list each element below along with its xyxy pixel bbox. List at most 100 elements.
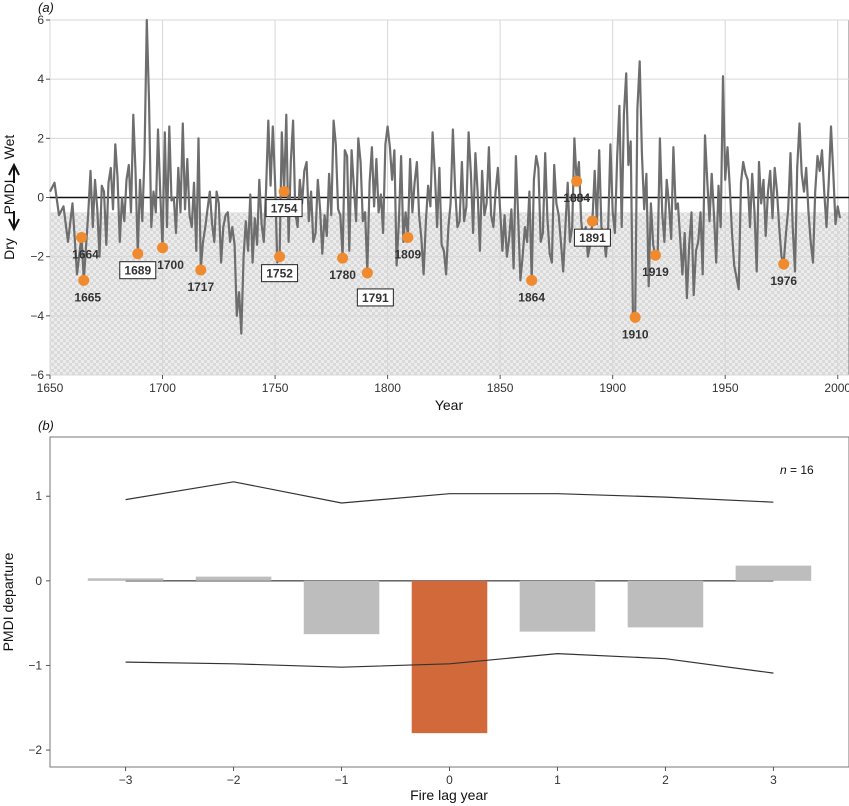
fire-year-1919: 1919 <box>642 249 669 279</box>
fire-year-1700: 1700 <box>157 242 184 272</box>
fire-year-label: 1665 <box>74 290 101 304</box>
fire-year-label: 1754 <box>271 202 298 216</box>
y-tick-label: −4 <box>30 309 44 323</box>
upper-confidence-line <box>125 481 774 504</box>
y-tick-label: 1 <box>35 489 42 503</box>
fire-year-label: 1717 <box>187 280 214 294</box>
fire-year-1717: 1717 <box>187 264 214 294</box>
fire-year-marker <box>132 248 144 260</box>
panel-b-label: (b) <box>38 418 54 433</box>
y-tick-label: −1 <box>28 658 42 672</box>
fire-year-label: 1884 <box>563 191 590 205</box>
fire-year-marker <box>195 264 207 276</box>
panel-b-y-axis-title: PMDI departure <box>0 552 16 651</box>
lower-confidence-line <box>125 652 774 674</box>
fire-year-marker <box>526 274 538 286</box>
y-tick-label: −6 <box>30 368 44 382</box>
bar-lag--2 <box>195 576 272 581</box>
y-tick-label: 4 <box>37 72 44 86</box>
fire-year-label: 1700 <box>157 258 184 272</box>
y-axis-dry-label: Dry <box>1 238 17 260</box>
fire-year-box <box>119 261 157 280</box>
fire-year-1791: 1791 <box>356 267 394 307</box>
y-axis-pmdi-label: PMDI <box>1 180 17 215</box>
y-tick-label: −2 <box>28 743 42 757</box>
bar-lag--3 <box>87 578 164 581</box>
bar-lag-2 <box>627 580 704 628</box>
x-tick-label: 1650 <box>37 381 64 395</box>
x-tick-label: 1850 <box>487 381 514 395</box>
arrow-icon <box>8 211 20 232</box>
panel-b-x-ticks: −3 −2 −1 0 1 2 3 <box>119 767 777 787</box>
fire-year-1864: 1864 <box>518 274 545 304</box>
y-axis-wet-label: Wet <box>1 135 17 160</box>
x-tick-label: 2000 <box>824 381 849 395</box>
panel-b: (b) −3 −2 −1 0 1 2 3 −2 −1 0 1 n = 16 Fire lag ye… <box>0 418 849 803</box>
fire-year-1891: 1891 <box>573 215 611 247</box>
fire-year-marker <box>337 252 349 264</box>
fire-year-marker <box>571 175 583 187</box>
fire-year-label: 1891 <box>579 231 606 245</box>
fire-year-1665: 1665 <box>74 274 101 304</box>
arrow-icon <box>8 162 20 183</box>
x-tick-label: 1900 <box>599 381 626 395</box>
panel-a-x-ticks: 1650 1700 1750 1800 1850 1900 1950 2000 <box>37 375 849 395</box>
fire-year-marker <box>78 274 90 286</box>
panel-a-y-axis-title: Dry PMDI Wet <box>1 135 20 260</box>
x-tick-label: 1950 <box>712 381 739 395</box>
x-tick-label: 2 <box>662 773 669 787</box>
bar-lag-0 <box>411 580 488 734</box>
fire-year-box <box>261 264 299 283</box>
x-tick-label: 1750 <box>262 381 289 395</box>
fire-year-1664: 1664 <box>72 231 99 261</box>
fire-year-label: 1809 <box>395 247 422 261</box>
fire-year-1809: 1809 <box>395 231 422 261</box>
fire-year-1689: 1689 <box>119 248 157 280</box>
y-tick-label: −2 <box>30 250 44 264</box>
fire-year-marker <box>629 311 641 323</box>
fire-year-marker <box>778 258 790 270</box>
bar-lag--1 <box>303 580 380 635</box>
panel-a-x-axis-title: Year <box>435 397 464 413</box>
x-tick-label: 1800 <box>374 381 401 395</box>
x-tick-label: −3 <box>119 773 133 787</box>
fire-year-label: 1864 <box>518 290 545 304</box>
fire-year-1754: 1754 <box>265 186 303 218</box>
sample-size-annotation: n = 16 <box>780 463 814 477</box>
x-tick-label: −1 <box>335 773 349 787</box>
x-tick-label: 3 <box>770 773 777 787</box>
bar-lag-1 <box>519 580 596 632</box>
fire-year-1780: 1780 <box>329 252 356 282</box>
x-tick-label: 1700 <box>149 381 176 395</box>
fire-year-label: 1976 <box>770 274 797 288</box>
fire-year-label: 1689 <box>124 264 151 278</box>
y-tick-label: 2 <box>37 131 44 145</box>
sample-size-value: = 16 <box>787 463 814 477</box>
y-tick-label: 0 <box>35 574 42 588</box>
fire-year-box <box>573 228 611 247</box>
fire-year-marker <box>278 186 290 198</box>
bar-lag-3 <box>735 565 812 581</box>
drought-shading <box>50 212 849 375</box>
fire-year-1910: 1910 <box>622 311 649 341</box>
panel-a-label: (a) <box>38 0 54 15</box>
panel-a: (a) 1650 1700 1750 1800 1850 1900 1950 2000 −6 −… <box>1 0 849 413</box>
panel-a-y-ticks: −6 −4 −2 0 2 4 6 <box>30 13 50 382</box>
fire-year-1884: 1884 <box>563 175 590 205</box>
pmdi-series-line <box>49 18 842 335</box>
fire-year-label: 1664 <box>72 247 99 261</box>
fire-year-1752: 1752 <box>261 251 299 283</box>
fire-year-box <box>265 199 303 218</box>
fire-year-label: 1791 <box>362 291 389 305</box>
fire-year-label: 1919 <box>642 265 669 279</box>
x-tick-label: 1 <box>554 773 561 787</box>
fire-year-marker <box>361 267 373 279</box>
fire-year-marker <box>586 215 598 227</box>
fire-year-marker <box>157 242 169 254</box>
fire-year-box <box>356 288 394 307</box>
panel-b-x-axis-title: Fire lag year <box>410 787 488 803</box>
y-tick-label: 0 <box>37 191 44 205</box>
fire-year-marker <box>649 249 661 261</box>
